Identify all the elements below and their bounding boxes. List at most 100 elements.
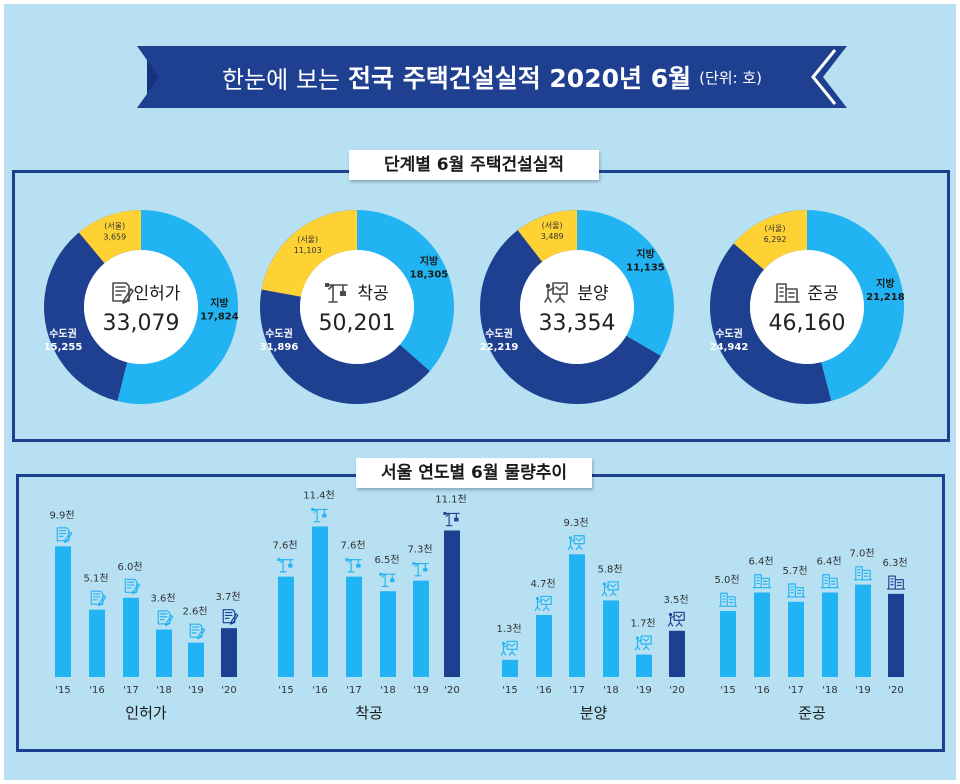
bar-value-label: 6.3천: [882, 557, 907, 569]
document-icon: [222, 609, 239, 625]
year-tick-label: '20: [669, 685, 684, 696]
presentation-icon: [544, 282, 568, 303]
donut-slice-metro: [480, 210, 661, 404]
local-label: 지방: [636, 248, 655, 261]
bar: [669, 630, 685, 677]
bar-value-label: 7.3천: [407, 544, 432, 556]
donut-chart: 준공 46,160 (서울) 6,292 지방 21,218 수도권 24,942: [710, 210, 905, 404]
year-tick-label: '19: [636, 685, 651, 696]
bar: [502, 659, 518, 677]
donut-slice-local: [577, 210, 674, 356]
building-icon: [774, 283, 800, 303]
donut-slice-seoul: [517, 210, 577, 262]
bar-value-label: 2.6천: [182, 606, 207, 618]
presentation-icon: [601, 581, 619, 597]
donut-total: 33,354: [539, 311, 616, 336]
seoul-label: (서울): [297, 235, 318, 244]
seoul-value: 11,103: [294, 246, 322, 255]
crane-icon: [379, 572, 396, 587]
crane-icon: [325, 283, 348, 303]
year-tick-label: '17: [123, 685, 138, 696]
bar-value-label: 6.0천: [117, 561, 142, 573]
year-tick-label: '20: [888, 685, 903, 696]
bar-value-label: 9.9천: [49, 509, 74, 521]
year-tick-label: '16: [89, 685, 104, 696]
bar-value-label: 6.4천: [748, 556, 773, 568]
bar: [221, 628, 237, 677]
bar-charts: 9.9천 '15 5.1천 '16 6.0천 '17 3.6천 '18 2.6천 '19 3.7천 '…: [49, 490, 907, 722]
year-tick-label: '19: [855, 685, 870, 696]
year-tick-label: '16: [536, 685, 551, 696]
banner-ribbon-shape: [137, 46, 847, 108]
year-tick-label: '16: [754, 685, 769, 696]
donut-hole: [84, 250, 198, 364]
local-value: 21,218: [866, 292, 905, 303]
seoul-label: (서울): [542, 221, 563, 230]
presentation-icon: [534, 595, 552, 611]
local-label: 지방: [210, 297, 229, 310]
building-icon: [886, 575, 906, 590]
bar-chart: 9.9천 '15 5.1천 '16 6.0천 '17 3.6천 '18 2.6천 '19 3.7천 '…: [49, 509, 240, 722]
bar: [156, 629, 172, 677]
year-tick-label: '18: [156, 685, 171, 696]
donut-hole: [300, 250, 414, 364]
banner-title: 전국 주택건설실적 2020년 6월: [348, 64, 692, 93]
seoul-value: 3,659: [103, 233, 126, 242]
bar: [346, 576, 362, 677]
year-tick-label: '20: [444, 685, 459, 696]
metro-value: 15,255: [44, 342, 83, 353]
donut-hole: [520, 250, 634, 364]
crane-icon: [412, 562, 429, 577]
donut-slice-local: [117, 209, 239, 405]
year-tick-label: '17: [569, 685, 584, 696]
bar-value-label: 11.1천: [435, 493, 466, 505]
bar-chart: 1.3천 '15 4.7천 '16 9.3천 '17 5.8천 '18 1.7천 '19 3.5천 '…: [496, 517, 688, 722]
year-tick-label: '17: [346, 685, 361, 696]
year-tick-label: '18: [822, 685, 837, 696]
document-icon: [189, 623, 206, 640]
bar: [603, 600, 619, 677]
bar-chart-title: 분양: [580, 704, 608, 722]
seoul-label: (서울): [104, 222, 125, 231]
bar: [278, 576, 294, 677]
bar: [754, 592, 770, 677]
donut-chart: 착공 50,201 (서울) 11,103 지방 18,305 수도권 31,896: [260, 210, 455, 404]
bar: [444, 530, 460, 677]
bar-value-label: 11.4천: [303, 490, 334, 502]
bar: [636, 654, 652, 677]
banner-prefix: 한눈에 보는: [221, 65, 340, 94]
crane-icon: [345, 558, 362, 573]
year-tick-label: '19: [188, 685, 203, 696]
donut-slice-local: [807, 210, 904, 401]
bar-value-label: 5.8천: [597, 563, 622, 575]
bar-value-label: 6.4천: [816, 556, 841, 568]
infographic-canvas: 한눈에 보는 전국 주택건설실적 2020년 6월 (단위: 호) 단계별 6월…: [4, 4, 956, 780]
year-tick-label: '15: [55, 685, 70, 696]
document-icon: [112, 282, 134, 304]
bar-value-label: 3.5천: [663, 594, 688, 606]
building-icon: [752, 574, 772, 589]
bar-value-label: 5.0천: [714, 574, 739, 586]
local-value: 18,305: [410, 269, 449, 280]
bar: [413, 580, 429, 677]
building-icon: [820, 574, 840, 589]
donut-slice-metro: [44, 210, 141, 402]
metro-value: 24,942: [710, 342, 749, 353]
year-tick-label: '19: [413, 685, 428, 696]
local-value: 11,135: [626, 263, 665, 274]
bar-chart-title: 준공: [798, 704, 826, 722]
bar-chart-title: 착공: [355, 704, 383, 722]
year-tick-label: '17: [788, 685, 803, 696]
document-icon: [157, 610, 174, 626]
bar: [55, 546, 71, 677]
bar: [569, 554, 585, 677]
year-tick-label: '15: [502, 685, 517, 696]
donut-slice-local: [357, 210, 455, 371]
presentation-icon: [567, 535, 585, 551]
bar: [312, 526, 328, 677]
bar: [89, 609, 105, 677]
bar-value-label: 7.0천: [849, 548, 874, 560]
presentation-icon: [667, 611, 685, 627]
bar-value-label: 1.3천: [496, 623, 521, 635]
stage-panel-title: 단계별 6월 주택건설실적: [349, 150, 599, 180]
